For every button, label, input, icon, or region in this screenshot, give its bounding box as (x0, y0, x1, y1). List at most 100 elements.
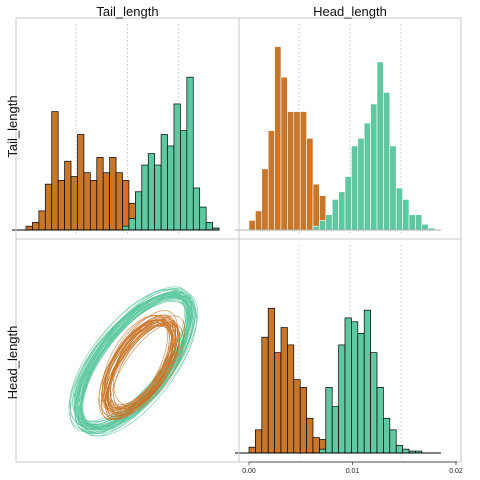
bottom-left-green-ellipse-39 (81, 298, 197, 429)
bottom-right-green-bar-16 (351, 321, 359, 454)
top-left-orange-bar-2 (38, 210, 46, 231)
top-right-green-bar-18 (363, 122, 371, 231)
bottom-left-green-ellipse-23 (68, 293, 191, 431)
top-left-green-bar-24 (180, 130, 188, 231)
bottom-right-green-bar-22 (389, 429, 397, 454)
top-right-orange-bar-7 (293, 111, 301, 231)
top-right-orange-bar-6 (287, 111, 295, 231)
top-right-green-bar-22 (389, 145, 397, 231)
x-tick-label-0: 0.00 (242, 468, 256, 475)
top-left-orange-bar-7 (70, 176, 78, 231)
top-right-green-bar-26 (415, 214, 423, 231)
top-right-orange-bar-5 (280, 76, 288, 231)
bottom-left-row-label: Head_length (5, 326, 20, 400)
top-left-orange-bar-9 (83, 172, 91, 231)
bottom-right-orange-bar-3 (267, 307, 275, 454)
bottom-right-green-bar-21 (383, 417, 391, 454)
bottom-left-green-ellipse-38 (82, 298, 194, 430)
x-tick-label-1: 0.01 (346, 468, 360, 475)
bottom-left-orange-ellipse-31 (109, 317, 177, 406)
top-left-orange-bar-0 (25, 225, 33, 231)
bottom-right-orange-bar-6 (287, 344, 295, 454)
top-left-green-bar-15 (122, 225, 130, 231)
top-left-orange-bar-4 (51, 111, 59, 231)
top-left-green-bar-22 (167, 145, 175, 231)
top-right-green-bar-17 (357, 138, 365, 231)
top-right-green-bar-19 (370, 103, 378, 231)
top-left-orange-bar-3 (44, 183, 53, 231)
top-right-green-bar-14 (338, 191, 346, 231)
bottom-left-orange-ellipse-25 (106, 324, 175, 407)
top-left-orange-bar-14 (115, 172, 123, 231)
bottom-right-green-bar-19 (370, 352, 378, 454)
bottom-right-green-bar-14 (338, 344, 346, 454)
top-right-orange-bar-1 (255, 210, 263, 231)
top-right-orange-bar-4 (274, 46, 282, 231)
bottom-right-orange-bar-10 (312, 437, 320, 454)
bottom-right-green-bar-11 (319, 448, 327, 454)
bottom-right-orange-bar-2 (261, 336, 269, 454)
top-left-green-bar-17 (135, 191, 143, 231)
bottom-right-orange-bar-5 (280, 327, 288, 454)
top-right-green-bar-24 (402, 199, 410, 231)
top-right-green-bar-23 (395, 187, 403, 231)
top-left-orange-bar-11 (96, 157, 104, 231)
top-right-green-bar-16 (351, 145, 359, 231)
top-left-green-bar-18 (141, 164, 149, 231)
bottom-right-green-bar-18 (363, 309, 371, 454)
bottom-left-orange-ellipse-29 (105, 324, 173, 410)
bottom-right-green-bar-12 (325, 387, 333, 454)
top-right-green-bar-20 (376, 61, 384, 231)
bottom-right-green-bar-13 (331, 406, 339, 454)
top-left-orange-bar-1 (32, 222, 40, 231)
bottom-right-green-bar-17 (357, 332, 365, 454)
top-right-green-bar-13 (331, 199, 339, 231)
top-left-green-bar-27 (199, 206, 207, 231)
top-right-green-bar-10 (312, 225, 320, 231)
top-left-orange-bar-10 (89, 179, 98, 231)
x-tick-label-2: 0.02 (449, 468, 463, 475)
top-left-green-bar-28 (205, 222, 213, 231)
top-left-green-bar-26 (192, 187, 201, 231)
top-right-green-bar-11 (319, 220, 327, 231)
top-right-green-bar-12 (325, 214, 333, 231)
top-left-orange-bar-12 (102, 172, 110, 231)
top-right-green-bar-27 (421, 223, 429, 231)
bottom-right-orange-bar-0 (248, 446, 256, 454)
top-right-orange-bar-2 (261, 168, 269, 231)
bottom-right-orange-bar-8 (299, 387, 307, 454)
text-layer: Tail_length Tail_length Head_length Head_le… (5, 4, 463, 475)
top-left-green-bar-20 (154, 164, 162, 231)
top-right-orange-bar-10 (312, 183, 320, 231)
top-right-green-bar-15 (344, 176, 352, 231)
bottom-left-green-ellipse-33 (78, 295, 190, 437)
bottom-right-green-bar-20 (376, 387, 384, 454)
bottom-right-orange-bar-4 (274, 352, 282, 454)
top-left-green-bar-21 (160, 134, 168, 231)
marks-layer (12, 46, 441, 454)
top-left-orange-bar-13 (109, 157, 117, 231)
top-left-green-bar-25 (186, 76, 194, 231)
top-left-green-bar-19 (147, 153, 156, 231)
bottom-left-green-ellipse-4 (69, 288, 193, 427)
top-left-green-bar-16 (128, 218, 136, 231)
top-left-orange-bar-8 (77, 134, 85, 231)
top-right-orange-bar-3 (267, 130, 275, 231)
bottom-left-orange-ellipse-19 (105, 315, 186, 416)
top-left-orange-bar-6 (64, 160, 72, 231)
top-left-orange-bar-5 (57, 179, 65, 231)
top-right-column-title: Head_length (313, 4, 387, 19)
bottom-right-green-bar-15 (344, 317, 352, 454)
top-left-column-title: Tail_length (96, 4, 158, 19)
bottom-right-green-bar-24 (402, 448, 410, 454)
bottom-right-orange-bar-9 (306, 417, 314, 454)
top-right-green-bar-25 (408, 214, 416, 231)
top-right-orange-bar-9 (306, 138, 314, 231)
bottom-left-orange-ellipse-30 (105, 321, 173, 420)
top-left-green-bar-23 (173, 103, 181, 231)
bottom-right-green-bar-23 (395, 444, 403, 454)
bottom-right-orange-bar-7 (293, 379, 301, 454)
top-right-green-bar-21 (383, 92, 391, 231)
top-left-row-label: Tail_length (5, 95, 20, 157)
